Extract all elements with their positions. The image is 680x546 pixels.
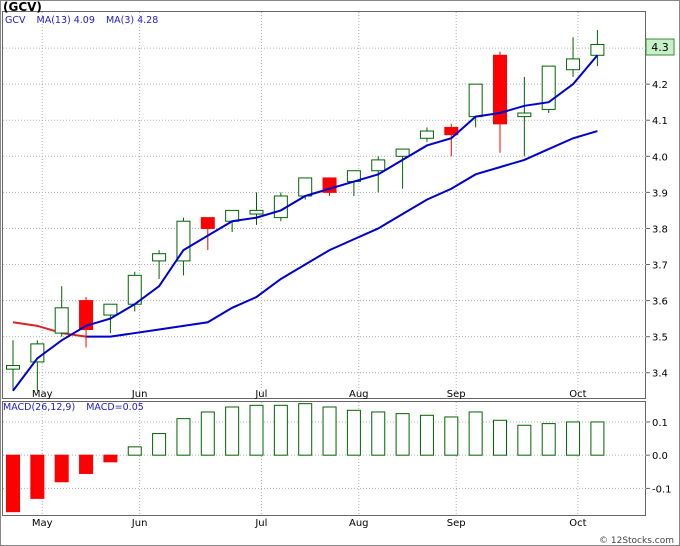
ma13-line (12, 130, 598, 338)
last-price-label: 4.3 (651, 41, 669, 54)
candle-body (103, 303, 118, 316)
macd-bar (322, 406, 337, 456)
macd-bar (152, 433, 167, 456)
candle-body (54, 307, 69, 334)
candle-body (468, 83, 483, 118)
macd-bar (6, 454, 20, 513)
price-y-tick-label: 4.0 (652, 152, 668, 163)
price-y-tick-label: 4.1 (652, 116, 668, 127)
macd-bar (541, 423, 556, 456)
macd-bar (249, 404, 264, 456)
price-panel: 3.4 3.5 3.6 3.7 3.8 3.9 4.0 4.1 4.2 4.3 May Jun Jul… (2, 11, 675, 400)
candle-body (590, 43, 605, 56)
macd-y-tick-label: 0.0 (652, 451, 668, 462)
macd-bar (468, 411, 483, 456)
ma3-line (12, 54, 599, 392)
legend-ma3: MA(3) 4.28 (105, 15, 159, 26)
macd-panel: 0.1 0.0 -0.1 May Jun Jul Aug Sep Oct (2, 401, 672, 529)
legend-macd-label: MACD(26,12,9) (3, 402, 76, 413)
macd-bar (273, 404, 288, 456)
macd-x-axis: May Jun Jul Aug Sep Oct (32, 518, 587, 529)
candle-body (6, 365, 20, 370)
month-label: Sep (447, 389, 466, 400)
candle-body (566, 58, 581, 71)
month-label: Jul (254, 389, 267, 400)
month-label: May (32, 389, 53, 400)
macd-histogram (6, 403, 605, 513)
candle-body (419, 130, 434, 139)
candle-body (298, 177, 313, 197)
macd-bar (225, 406, 240, 456)
price-x-axis: May Jun Jul Aug Sep Oct (32, 389, 587, 400)
macd-month-label: Aug (349, 518, 369, 529)
candle-body (152, 253, 167, 262)
macd-bar (176, 418, 191, 456)
ma13-line-main (86, 130, 598, 338)
candle-body (517, 112, 532, 118)
candle-body (200, 217, 215, 229)
candle-body (444, 126, 459, 136)
macd-month-label: Jun (131, 518, 148, 529)
price-y-tick-label: 3.5 (652, 333, 668, 344)
macd-bar (127, 446, 142, 456)
macd-y-tick-label: -0.1 (652, 484, 672, 495)
macd-bar (79, 454, 94, 474)
macd-bar (346, 409, 361, 456)
macd-month-label: May (32, 518, 53, 529)
ma3-polyline (12, 54, 599, 392)
macd-month-label: Sep (447, 518, 466, 529)
price-y-axis: 3.4 3.5 3.6 3.7 3.8 3.9 4.0 4.1 4.2 4.3 (646, 44, 668, 380)
macd-month-label: Oct (569, 518, 586, 529)
candle-body (79, 300, 94, 330)
macd-y-tick-label: 0.1 (652, 418, 668, 429)
price-plot-area (2, 11, 646, 399)
price-y-tick-label: 3.8 (652, 224, 668, 235)
month-label: Oct (569, 389, 586, 400)
candle-body (395, 148, 410, 157)
candle-body (176, 220, 191, 262)
chart-title: (GCV) (3, 0, 42, 14)
price-legend: GCV MA(13) 4.09 MA(3) 4.28 (5, 15, 166, 26)
macd-bar (444, 416, 459, 456)
legend-macd-value: MACD=0.05 (86, 402, 144, 413)
last-price-box (645, 38, 675, 56)
macd-bar (298, 403, 313, 456)
macd-bar (30, 454, 45, 499)
candle-body (249, 209, 264, 215)
price-y-tick-label: 3.9 (652, 188, 668, 199)
legend-symbol: GCV (5, 15, 26, 26)
price-grid (3, 12, 646, 398)
month-label: Jun (131, 389, 148, 400)
candlesticks (6, 30, 605, 391)
macd-bar (517, 424, 532, 456)
macd-bar (103, 454, 118, 463)
price-y-tick-label: 3.4 (652, 369, 668, 380)
macd-bar (590, 421, 605, 456)
macd-legend: MACD(26,12,9) MACD=0.05 (3, 402, 152, 413)
candle-body (371, 159, 386, 172)
macd-bar (200, 411, 215, 456)
candle-body (493, 54, 507, 125)
ma13-line-early (12, 321, 87, 338)
legend-ma13: MA(13) 4.09 (36, 15, 95, 26)
macd-bar (54, 454, 69, 483)
macd-bar (493, 419, 507, 456)
macd-y-axis: 0.1 0.0 -0.1 (646, 418, 672, 495)
macd-bar (371, 411, 386, 456)
month-label: Aug (349, 389, 369, 400)
macd-bar (395, 413, 410, 456)
last-price-marker: 4.3 (645, 38, 675, 56)
price-y-tick-label: 4.2 (652, 80, 668, 91)
macd-bar (419, 414, 434, 456)
credit-text: © 12Stocks.com (599, 536, 674, 546)
macd-bar (566, 421, 581, 456)
price-y-tick-label: 3.7 (652, 261, 668, 272)
price-y-tick-label: 3.6 (652, 297, 668, 308)
macd-month-label: Jul (254, 518, 267, 529)
